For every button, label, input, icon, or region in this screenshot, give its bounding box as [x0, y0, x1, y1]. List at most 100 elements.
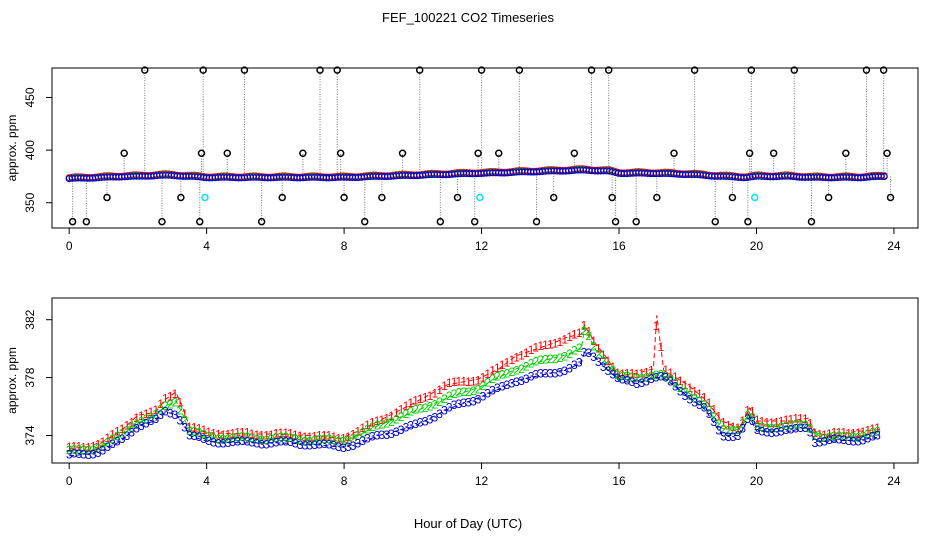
ambient-blue-point — [880, 172, 888, 181]
series-2-marker: 2 — [292, 432, 299, 446]
series-2-marker: 2 — [460, 385, 467, 399]
series-2-marker: 2 — [90, 443, 97, 457]
series-2-marker: 2 — [398, 410, 405, 424]
series-2-marker: 2 — [66, 443, 73, 457]
top-y-tick-label: 400 — [23, 140, 37, 160]
series-3-marker: 3 — [172, 408, 179, 422]
series-3-marker: 3 — [619, 372, 626, 386]
series-3-marker: 3 — [196, 430, 203, 444]
series-3-marker: 3 — [826, 433, 833, 447]
series-2-marker: 2 — [407, 404, 414, 418]
series-3-marker: 3 — [831, 432, 838, 446]
series-2-marker: 2 — [201, 428, 208, 442]
calibration-point — [604, 66, 613, 74]
series-2-marker: 2 — [287, 431, 294, 445]
series-2-marker: 2 — [124, 424, 131, 438]
series-1-marker: 1 — [672, 370, 679, 384]
series-1-marker: 1 — [456, 374, 463, 388]
series-1-marker: 1 — [157, 397, 164, 411]
series-1-marker: 1 — [542, 338, 549, 352]
series-3-marker: 3 — [802, 421, 809, 435]
series-2-marker: 2 — [109, 432, 116, 446]
calibration-point — [120, 149, 128, 158]
series-1-marker: 1 — [75, 440, 82, 454]
series-1-marker: 1 — [196, 421, 203, 435]
series-1-marker: 1 — [287, 427, 294, 441]
series-1-marker: 1 — [759, 414, 766, 428]
series-3-marker: 3 — [364, 431, 371, 445]
series-3-marker: 3 — [749, 414, 756, 428]
series-3-marker: 3 — [845, 434, 852, 448]
series-2-marker: 2 — [427, 400, 434, 414]
series-2-marker: 2 — [148, 410, 155, 424]
series-2-marker: 2 — [682, 385, 689, 399]
series-3-marker: 3 — [788, 422, 795, 436]
series-3-marker: 3 — [624, 373, 631, 387]
series-1-marker: 1 — [176, 395, 183, 409]
calibration-point — [477, 66, 486, 74]
series-2-marker: 2 — [528, 357, 535, 371]
series-1-marker: 1 — [292, 428, 299, 442]
series-1-marker: 1 — [855, 426, 862, 440]
series-3-marker: 3 — [783, 423, 790, 437]
series-3-marker: 3 — [533, 368, 540, 382]
series-3-marker: 3 — [552, 366, 559, 380]
series-2-marker: 2 — [869, 425, 876, 439]
series-3-marker: 3 — [407, 419, 414, 433]
series-2-marker: 2 — [210, 431, 217, 445]
series-1-marker: 1 — [499, 358, 506, 372]
series-2-marker: 2 — [369, 420, 376, 434]
series-1-marker: 1 — [494, 361, 501, 375]
series-3-marker: 3 — [605, 364, 612, 378]
series-3-marker: 3 — [90, 447, 97, 461]
series-2-marker: 2 — [340, 435, 347, 449]
series-2-marker: 2 — [128, 421, 135, 435]
series-1-marker: 1 — [730, 420, 737, 434]
series-2-marker: 2 — [441, 392, 448, 406]
series-3-marker: 3 — [263, 437, 270, 451]
series-3-marker: 3 — [119, 432, 126, 446]
bottom-y-axis-label: approx. ppm — [5, 347, 19, 414]
series-2-marker: 2 — [282, 430, 289, 444]
series-1-marker: 1 — [162, 392, 169, 406]
series-1-marker: 1 — [768, 416, 775, 430]
series-3-marker: 3 — [345, 440, 352, 454]
series-2-line — [69, 326, 881, 452]
series-2-marker: 2 — [494, 370, 501, 384]
calibration-point — [360, 217, 369, 226]
series-1-marker: 1 — [816, 427, 823, 441]
series-1-marker: 1 — [715, 410, 722, 424]
series-3-marker: 3 — [600, 360, 607, 374]
series-3-marker: 3 — [75, 447, 82, 461]
series-1-marker: 1 — [326, 429, 333, 443]
series-1-marker: 1 — [398, 403, 405, 417]
bottom-x-tick-label: 20 — [750, 474, 764, 488]
series-2-marker: 2 — [499, 368, 506, 382]
series-2-marker: 2 — [186, 424, 193, 438]
series-3-marker: 3 — [321, 437, 328, 451]
series-1-marker: 1 — [566, 330, 573, 344]
series-1-marker: 1 — [71, 439, 78, 453]
series-2-marker: 2 — [513, 363, 520, 377]
series-1-marker: 1 — [80, 440, 87, 454]
series-3-marker: 3 — [431, 410, 438, 424]
series-1-marker: 1 — [133, 411, 140, 425]
bottom-x-tick-label: 0 — [66, 474, 73, 488]
series-1-marker: 1 — [109, 427, 116, 441]
series-2-marker: 2 — [662, 369, 669, 383]
series-1-marker: 1 — [210, 427, 217, 441]
series-2-marker: 2 — [350, 431, 357, 445]
series-1-marker: 1 — [634, 367, 641, 381]
series-1-marker: 1 — [576, 326, 583, 340]
series-2-marker: 2 — [100, 439, 107, 453]
series-1-marker: 1 — [874, 421, 881, 435]
calibration-point — [474, 149, 482, 158]
series-3-marker: 3 — [201, 432, 208, 446]
series-2-marker: 2 — [152, 407, 159, 421]
top-x-tick-label: 12 — [475, 239, 489, 253]
calibration-point — [336, 149, 345, 158]
series-3-marker: 3 — [504, 378, 511, 392]
series-2-marker: 2 — [518, 362, 525, 376]
series-1-marker: 1 — [513, 350, 520, 364]
